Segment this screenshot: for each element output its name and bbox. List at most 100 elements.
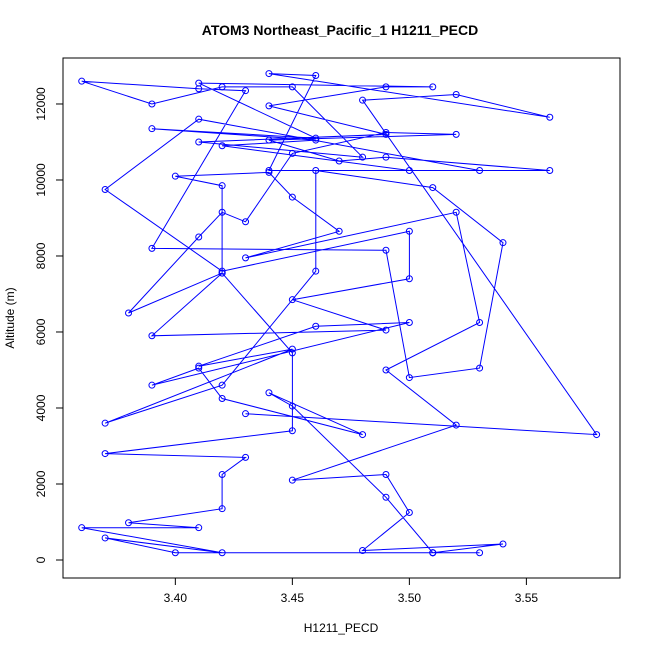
- data-point: [218, 394, 226, 402]
- data-point: [405, 508, 413, 516]
- data-point: [242, 453, 250, 461]
- data-point: [382, 128, 390, 136]
- x-tick-label: 3.50: [398, 591, 422, 605]
- data-point: [171, 172, 179, 180]
- data-point: [242, 218, 250, 226]
- data-point: [359, 546, 367, 554]
- data-point: [218, 505, 226, 513]
- data-point: [288, 193, 296, 201]
- x-axis-label: H1211_PECD: [304, 621, 379, 635]
- y-axis-label: Altitude (m): [3, 287, 17, 348]
- x-tick-label: 3.40: [164, 591, 188, 605]
- y-tick-label: 12000: [34, 87, 48, 121]
- data-point: [382, 493, 390, 501]
- data-point: [405, 318, 413, 326]
- data-point: [288, 427, 296, 435]
- data-point: [195, 362, 203, 370]
- data-point: [312, 267, 320, 275]
- data-point: [546, 113, 554, 121]
- chart-title: ATOM3 Northeast_Pacific_1 H1211_PECD: [202, 22, 479, 38]
- data-point: [265, 102, 273, 110]
- data-point: [195, 364, 203, 372]
- data-point: [265, 70, 273, 78]
- data-point: [288, 402, 296, 410]
- data-point: [242, 410, 250, 418]
- data-point: [288, 349, 296, 357]
- data-point: [125, 519, 133, 527]
- data-point: [312, 71, 320, 79]
- data-point: [195, 524, 203, 532]
- data-point: [125, 309, 133, 317]
- data-point: [382, 153, 390, 161]
- y-tick-label: 2000: [34, 470, 48, 497]
- data-point: [476, 549, 484, 557]
- data-point: [335, 157, 343, 165]
- data-point: [148, 100, 156, 108]
- data-point: [242, 254, 250, 262]
- data-point: [218, 142, 226, 150]
- data-point: [452, 90, 460, 98]
- x-tick-label: 3.45: [281, 591, 305, 605]
- y-tick-label: 8000: [34, 242, 48, 269]
- data-point: [359, 96, 367, 104]
- data-point: [171, 549, 179, 557]
- data-point: [288, 149, 296, 157]
- y-tick-label: 6000: [34, 318, 48, 345]
- y-tick-label: 10000: [34, 163, 48, 197]
- data-point: [218, 381, 226, 389]
- data-point: [218, 267, 226, 275]
- data-point: [429, 83, 437, 91]
- plot-box: [62, 57, 621, 579]
- data-point: [359, 431, 367, 439]
- data-point: [405, 275, 413, 283]
- data-point: [359, 153, 367, 161]
- data-point: [405, 374, 413, 382]
- data-point: [78, 524, 86, 532]
- x-tick-label: 3.55: [515, 591, 539, 605]
- data-point: [499, 239, 507, 247]
- data-point: [242, 87, 250, 95]
- data-point: [288, 345, 296, 353]
- data-point: [195, 85, 203, 93]
- data-point: [382, 246, 390, 254]
- data-point: [405, 166, 413, 174]
- data-point: [218, 470, 226, 478]
- data-point: [382, 130, 390, 138]
- data-point: [101, 534, 109, 542]
- data-point: [312, 166, 320, 174]
- data-point: [382, 366, 390, 374]
- data-point: [148, 332, 156, 340]
- data-point: [452, 130, 460, 138]
- data-point: [382, 83, 390, 91]
- data-point: [101, 185, 109, 193]
- data-point: [101, 419, 109, 427]
- data-point: [429, 549, 437, 557]
- data-point: [382, 470, 390, 478]
- data-point: [148, 381, 156, 389]
- data-point: [218, 269, 226, 277]
- data-point: [195, 138, 203, 146]
- data-point: [265, 389, 273, 397]
- series-line: [81, 73, 598, 554]
- data-point: [476, 166, 484, 174]
- data-point: [148, 125, 156, 133]
- data-point: [335, 227, 343, 235]
- data-point: [218, 83, 226, 91]
- data-point: [78, 77, 86, 85]
- data-point: [382, 326, 390, 334]
- data-point: [312, 322, 320, 330]
- data-point: [452, 421, 460, 429]
- data-point: [218, 208, 226, 216]
- data-point: [288, 83, 296, 91]
- data-point: [148, 244, 156, 252]
- data-point: [218, 549, 226, 557]
- data-point: [476, 364, 484, 372]
- data-point: [593, 431, 601, 439]
- y-tick-label: 0: [34, 556, 48, 563]
- data-point: [265, 168, 273, 176]
- data-point: [405, 227, 413, 235]
- data-point: [312, 134, 320, 142]
- data-point: [195, 233, 203, 241]
